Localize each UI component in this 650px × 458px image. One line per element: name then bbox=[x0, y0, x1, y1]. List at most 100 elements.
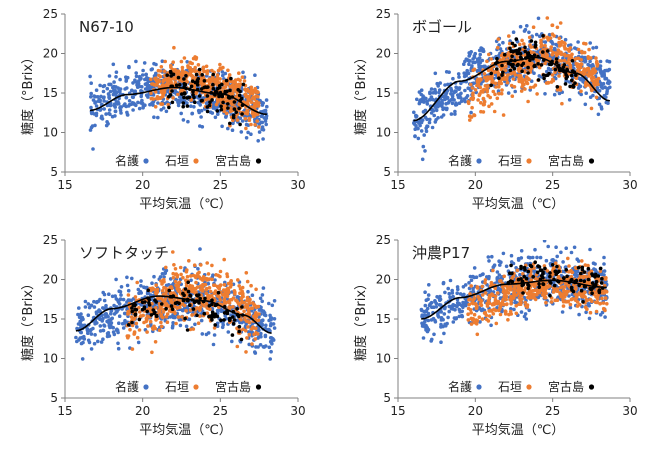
data-point bbox=[103, 293, 107, 297]
x-axis-label: 平均気温（℃） bbox=[139, 196, 232, 212]
data-point bbox=[198, 94, 202, 98]
data-point bbox=[152, 308, 156, 312]
data-point bbox=[529, 45, 533, 49]
data-point bbox=[433, 299, 437, 303]
data-point bbox=[543, 62, 547, 66]
data-point bbox=[193, 323, 197, 327]
data-point bbox=[89, 95, 93, 99]
data-point bbox=[247, 308, 251, 312]
data-point bbox=[150, 68, 154, 72]
data-point bbox=[273, 299, 277, 303]
data-point bbox=[219, 105, 223, 109]
data-point bbox=[226, 127, 230, 131]
data-point bbox=[497, 259, 501, 263]
data-point bbox=[425, 298, 429, 302]
data-point bbox=[434, 90, 438, 94]
data-point bbox=[574, 287, 578, 291]
data-point bbox=[124, 79, 128, 83]
data-point bbox=[532, 25, 536, 29]
data-point bbox=[167, 106, 171, 110]
data-point bbox=[108, 74, 112, 78]
data-point bbox=[125, 86, 129, 90]
data-point bbox=[507, 91, 511, 95]
data-point bbox=[127, 104, 131, 108]
data-point bbox=[534, 45, 538, 49]
data-point bbox=[191, 93, 195, 97]
data-point bbox=[264, 119, 268, 123]
data-point bbox=[89, 92, 93, 96]
data-point bbox=[458, 101, 462, 105]
data-point bbox=[90, 332, 94, 336]
data-point bbox=[171, 96, 175, 100]
data-point bbox=[558, 92, 562, 96]
data-point bbox=[566, 54, 570, 58]
data-point bbox=[442, 282, 446, 286]
data-point bbox=[246, 296, 250, 300]
data-point bbox=[250, 307, 254, 311]
data-point bbox=[257, 125, 261, 129]
data-point bbox=[219, 298, 223, 302]
data-point bbox=[225, 79, 229, 83]
chart-title: N67-10 bbox=[79, 18, 134, 36]
y-tick-label: 10 bbox=[43, 126, 58, 140]
data-point bbox=[228, 73, 232, 77]
data-point bbox=[173, 311, 177, 315]
data-point bbox=[157, 297, 161, 301]
y-axis-label: 糖度（°Brix） bbox=[20, 51, 36, 135]
data-point bbox=[138, 328, 142, 332]
data-point bbox=[595, 310, 599, 314]
data-point bbox=[264, 324, 268, 328]
data-point bbox=[231, 333, 235, 337]
data-point bbox=[473, 114, 477, 118]
data-point bbox=[139, 290, 143, 294]
data-point bbox=[536, 62, 540, 66]
legend-marker bbox=[256, 158, 261, 163]
data-point bbox=[606, 87, 610, 91]
data-point bbox=[229, 109, 233, 113]
data-point bbox=[533, 248, 537, 252]
data-point bbox=[586, 55, 590, 59]
data-point bbox=[412, 111, 416, 115]
data-point bbox=[242, 83, 246, 87]
data-point bbox=[238, 90, 242, 94]
data-point bbox=[510, 254, 514, 258]
data-point bbox=[511, 42, 515, 46]
data-point bbox=[579, 85, 583, 89]
data-point bbox=[141, 73, 145, 77]
data-point bbox=[243, 79, 247, 83]
data-point bbox=[251, 326, 255, 330]
data-point bbox=[93, 112, 97, 116]
data-point bbox=[555, 57, 559, 61]
data-point bbox=[245, 123, 249, 127]
data-point bbox=[467, 298, 471, 302]
data-point bbox=[588, 60, 592, 64]
data-point bbox=[182, 101, 186, 105]
legend-marker bbox=[526, 158, 531, 163]
data-point bbox=[201, 277, 205, 281]
data-point bbox=[115, 91, 119, 95]
data-point bbox=[219, 270, 223, 274]
data-point bbox=[176, 93, 180, 97]
data-point bbox=[477, 81, 481, 85]
data-point bbox=[95, 88, 99, 92]
data-point bbox=[568, 98, 572, 102]
data-point bbox=[556, 85, 560, 89]
data-point bbox=[553, 93, 557, 97]
data-point bbox=[595, 60, 599, 64]
data-point bbox=[169, 93, 173, 97]
data-point bbox=[182, 96, 186, 100]
legend-label: 宮古島 bbox=[548, 153, 584, 168]
data-point bbox=[231, 128, 235, 132]
data-point bbox=[254, 288, 258, 292]
data-point bbox=[269, 350, 273, 354]
data-point bbox=[154, 72, 158, 76]
data-point bbox=[162, 278, 166, 282]
data-point bbox=[441, 318, 445, 322]
data-point bbox=[533, 64, 537, 68]
data-point bbox=[246, 290, 250, 294]
data-point bbox=[442, 332, 446, 336]
data-point bbox=[166, 320, 170, 324]
data-point bbox=[264, 314, 268, 318]
data-point bbox=[454, 86, 458, 90]
